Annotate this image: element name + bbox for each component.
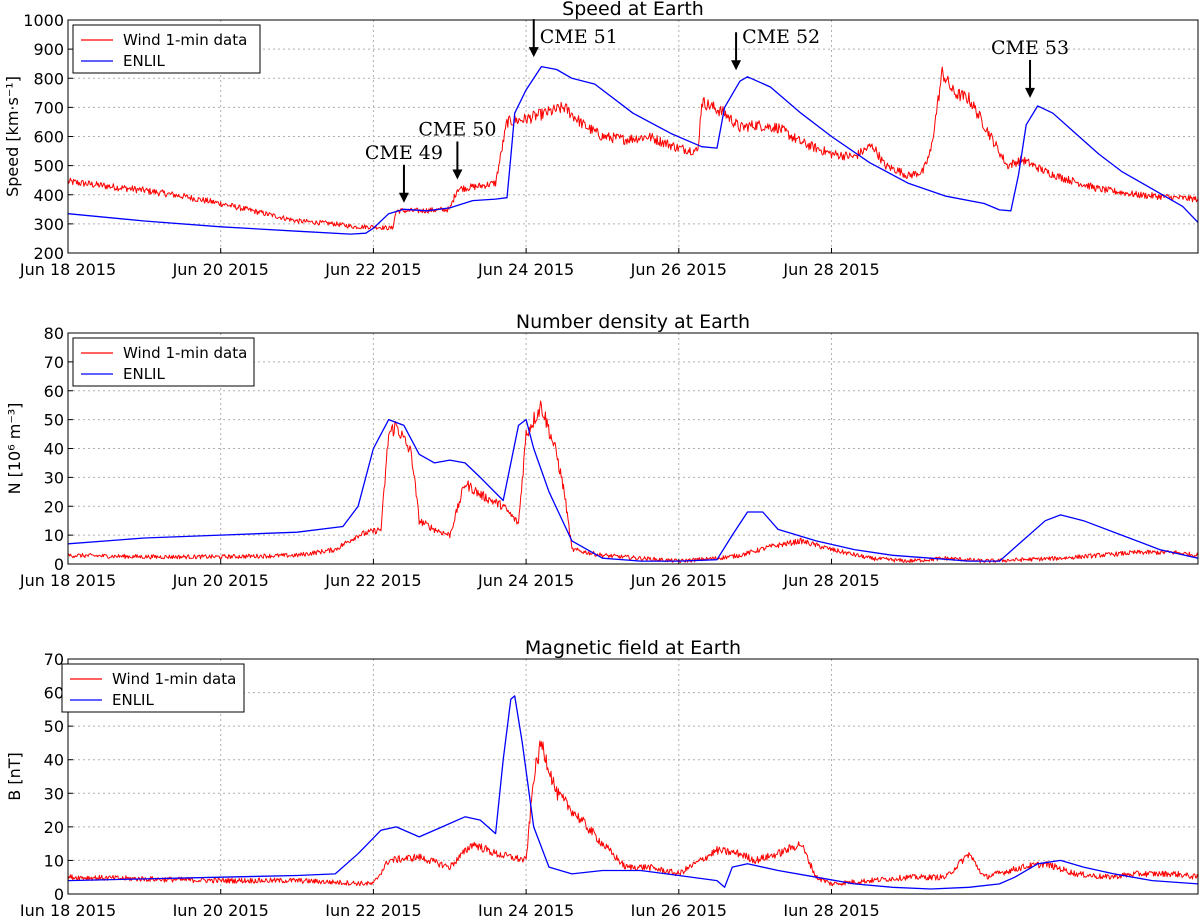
x-tick-label: Jun 24 2015 [477, 571, 574, 590]
cme-label: CME 49 [365, 142, 443, 164]
x-tick-label: Jun 24 2015 [477, 260, 574, 279]
y-tick-label: 900 [33, 40, 64, 59]
y-tick-label: 30 [44, 784, 64, 803]
y-tick-label: 40 [44, 751, 64, 770]
plot-frame [67, 19, 1199, 254]
cme-label: CME 52 [742, 26, 820, 48]
y-tick-label: 70 [44, 650, 64, 669]
chart-title: Magnetic field at Earth [525, 637, 741, 659]
cme-arrowhead [731, 60, 742, 71]
legend-label: Wind 1-min data [123, 31, 247, 49]
x-tick-label: Jun 20 2015 [172, 901, 269, 916]
y-tick-label: 80 [44, 324, 64, 343]
x-tick-label: Jun 20 2015 [172, 571, 269, 590]
wind-data-line [68, 740, 1198, 887]
chart-title: Number density at Earth [516, 311, 750, 333]
y-tick-label: 60 [44, 684, 64, 703]
cme-arrowhead [452, 169, 463, 180]
y-tick-label: 20 [44, 818, 64, 837]
x-tick-label: Jun 18 2015 [19, 571, 116, 590]
y-tick-label: 20 [44, 497, 64, 516]
y-tick-label: 70 [44, 353, 64, 372]
enlil-line [68, 418, 1198, 562]
y-tick-label: 0 [54, 885, 64, 904]
wind-data-line [68, 400, 1198, 564]
legend-label: ENLIL [123, 365, 165, 383]
legend-box [72, 24, 261, 74]
x-tick-label: Jun 24 2015 [477, 901, 574, 916]
plot-frame [67, 658, 1199, 895]
cme-label: CME 53 [991, 37, 1069, 59]
wind-data-line [68, 66, 1198, 231]
cme-arrowhead [528, 47, 539, 58]
y-tick-label: 800 [33, 69, 64, 88]
y-tick-label: 50 [44, 411, 64, 430]
cme-arrowhead [1025, 87, 1036, 98]
x-tick-label: Jun 28 2015 [782, 260, 879, 279]
y-axis-label: B [nT] [5, 752, 24, 800]
x-tick-label: Jun 22 2015 [324, 260, 421, 279]
y-tick-label: 40 [44, 440, 64, 459]
y-tick-label: 400 [33, 186, 64, 205]
x-tick-label: Jun 18 2015 [19, 260, 116, 279]
x-tick-label: Jun 22 2015 [324, 901, 421, 916]
y-tick-label: 1000 [23, 11, 64, 30]
plot-frame [67, 332, 1199, 565]
y-tick-label: 0 [54, 555, 64, 574]
y-tick-label: 30 [44, 468, 64, 487]
legend-label: ENLIL [112, 691, 154, 709]
chart-title: Speed at Earth [562, 0, 704, 20]
x-tick-label: Jun 28 2015 [782, 901, 879, 916]
legend-label: Wind 1-min data [123, 344, 247, 362]
y-tick-label: 200 [33, 244, 64, 263]
x-tick-label: Jun 28 2015 [782, 571, 879, 590]
x-tick-label: Jun 22 2015 [324, 571, 421, 590]
y-tick-label: 600 [33, 128, 64, 147]
cme-arrowhead [398, 192, 409, 203]
y-tick-label: 10 [44, 526, 64, 545]
y-tick-label: 300 [33, 215, 64, 234]
cme-label: CME 51 [540, 26, 618, 48]
x-tick-label: Jun 20 2015 [172, 260, 269, 279]
legend-box [72, 337, 255, 387]
legend-box [61, 663, 245, 713]
x-tick-label: Jun 26 2015 [630, 260, 727, 279]
y-axis-label: Speed [km·s⁻¹] [3, 76, 22, 197]
x-tick-label: Jun 18 2015 [19, 901, 116, 916]
y-tick-label: 700 [33, 98, 64, 117]
x-tick-label: Jun 26 2015 [630, 901, 727, 916]
y-tick-label: 500 [33, 157, 64, 176]
x-tick-label: Jun 26 2015 [630, 571, 727, 590]
enlil-line [68, 65, 1198, 235]
y-tick-label: 10 [44, 851, 64, 870]
y-tick-label: 60 [44, 382, 64, 401]
y-tick-label: 50 [44, 717, 64, 736]
cme-label: CME 50 [418, 118, 496, 140]
enlil-line [68, 695, 1198, 890]
legend-label: ENLIL [123, 52, 165, 70]
y-axis-label: N [10⁶ m⁻³] [5, 403, 24, 495]
legend-label: Wind 1-min data [112, 670, 236, 688]
